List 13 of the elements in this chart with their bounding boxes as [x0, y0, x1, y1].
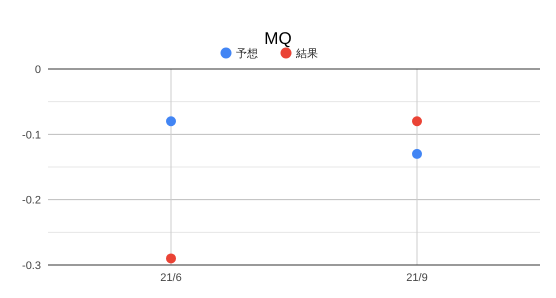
point [166, 253, 176, 264]
x-tick-label: 21/9 [406, 272, 428, 284]
y-tick-label: -0.3 [22, 260, 41, 272]
y-tick-label: 0 [34, 64, 41, 76]
x-tick-label: 21/6 [160, 272, 182, 284]
chart-title: MQ [264, 29, 292, 48]
point [412, 148, 422, 159]
y-tick-label: -0.2 [22, 194, 41, 207]
legend-label: 予想 [236, 47, 258, 60]
legend-label: 結果 [295, 48, 318, 60]
y-tick-label: -0.1 [22, 129, 41, 142]
point [412, 116, 422, 126]
point [166, 116, 176, 126]
